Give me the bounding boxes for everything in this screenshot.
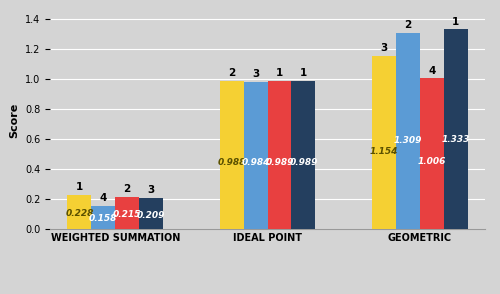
Text: 3: 3 (148, 185, 155, 195)
Y-axis label: Score: Score (10, 103, 20, 138)
Text: 0.209: 0.209 (137, 211, 166, 220)
Text: 1: 1 (276, 68, 283, 78)
Text: 0.989: 0.989 (289, 158, 318, 167)
Bar (68, 195, 92, 229)
Bar (420, 78, 444, 229)
Text: 1.006: 1.006 (418, 157, 446, 166)
Bar (139, 198, 163, 229)
Bar (372, 56, 396, 229)
Text: 1.333: 1.333 (442, 135, 470, 144)
Text: 2: 2 (124, 184, 131, 194)
Bar (396, 33, 420, 229)
Bar (268, 81, 291, 229)
Bar (115, 197, 139, 229)
Text: 3: 3 (380, 44, 388, 54)
Bar (292, 81, 316, 229)
Bar (92, 206, 115, 229)
Text: 0.989: 0.989 (266, 158, 293, 167)
Text: 4: 4 (428, 66, 436, 76)
Text: 0.228: 0.228 (65, 209, 94, 218)
Text: 1: 1 (76, 182, 83, 192)
Text: 1: 1 (300, 68, 307, 78)
Text: 0.984: 0.984 (242, 158, 270, 167)
Text: 2: 2 (228, 69, 235, 78)
Text: 3: 3 (252, 69, 259, 79)
Bar (220, 81, 244, 229)
Text: 0.158: 0.158 (89, 214, 118, 223)
Text: 2: 2 (404, 20, 411, 30)
Bar (444, 29, 468, 229)
Text: 1: 1 (452, 17, 460, 27)
Text: 1.154: 1.154 (370, 147, 398, 156)
Text: 0.215: 0.215 (113, 210, 141, 219)
Text: 4: 4 (100, 193, 107, 203)
Text: 0.988: 0.988 (218, 158, 246, 167)
Bar (244, 82, 268, 229)
Text: 1.309: 1.309 (394, 136, 422, 146)
